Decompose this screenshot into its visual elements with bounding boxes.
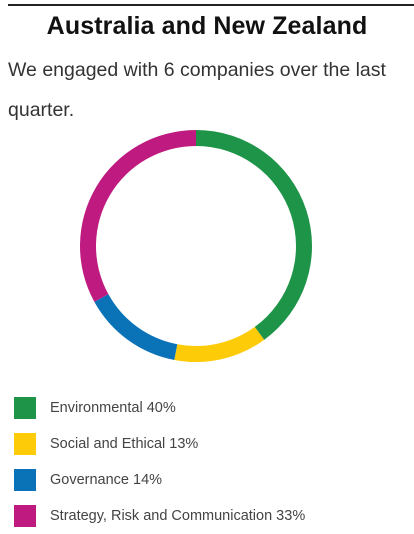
legend-swatch-strategy-risk-and-communication [14, 505, 36, 527]
legend-item-strategy-risk-and-communication: Strategy, Risk and Communication 33% [14, 498, 305, 534]
legend-label-social-and-ethical: Social and Ethical 13% [50, 436, 199, 452]
legend-swatch-social-and-ethical [14, 433, 36, 455]
legend-label-strategy-risk-and-communication: Strategy, Risk and Communication 33% [50, 508, 306, 524]
legend-swatch-governance [14, 469, 36, 491]
chart-legend: Environmental 40% Social and Ethical 13% G… [14, 390, 305, 534]
legend-item-environmental: Environmental 40% [14, 390, 305, 426]
donut-slice-environmental [196, 130, 312, 340]
donut-slice-strategy-risk-and-communication [80, 130, 196, 302]
legend-swatch-environmental [14, 397, 36, 419]
donut-slice-social-and-ethical [174, 326, 265, 362]
legend-label-governance: Governance 14% [50, 472, 163, 488]
donut-chart [80, 130, 312, 362]
donut-slice-governance [94, 294, 178, 360]
legend-item-governance: Governance 14% [14, 462, 305, 498]
page-title: Australia and New Zealand [46, 12, 368, 40]
page-subtitle: We engaged with 6 companies over the las… [8, 59, 386, 121]
top-divider [8, 4, 414, 6]
legend-label-environmental: Environmental 40% [50, 400, 176, 416]
legend-item-social-and-ethical: Social and Ethical 13% [14, 426, 305, 462]
